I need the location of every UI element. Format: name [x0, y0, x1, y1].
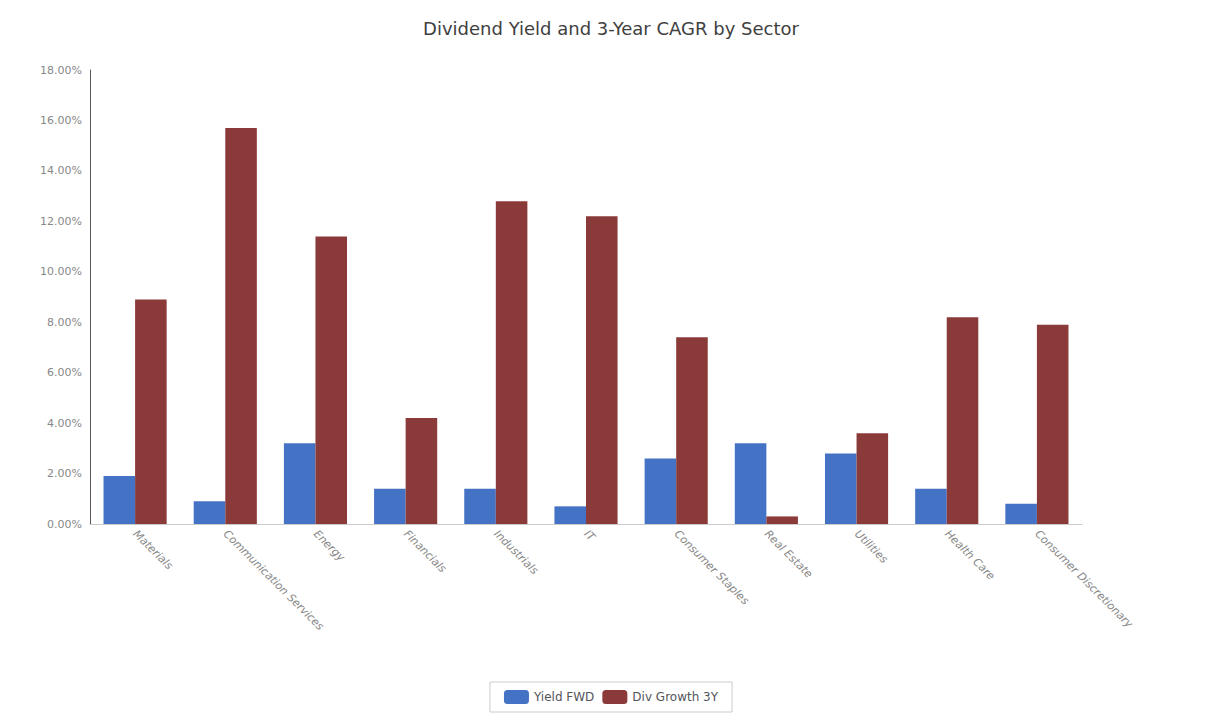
svg-text:IT: IT — [581, 527, 598, 544]
svg-text:4.00%: 4.00% — [47, 417, 82, 430]
svg-text:14.00%: 14.00% — [40, 164, 82, 177]
svg-text:Health Care: Health Care — [942, 527, 997, 582]
svg-text:18.00%: 18.00% — [40, 64, 82, 77]
svg-text:8.00%: 8.00% — [47, 316, 82, 329]
svg-text:Financials: Financials — [401, 527, 449, 575]
svg-text:Energy: Energy — [311, 527, 348, 564]
svg-text:Div Growth 3Y: Div Growth 3Y — [632, 690, 718, 704]
svg-text:Industrials: Industrials — [491, 527, 541, 577]
svg-text:Consumer Staples: Consumer Staples — [672, 527, 752, 607]
svg-text:10.00%: 10.00% — [40, 265, 82, 278]
svg-text:16.00%: 16.00% — [40, 114, 82, 127]
svg-text:2.00%: 2.00% — [47, 467, 82, 480]
svg-text:Utilities: Utilities — [852, 527, 891, 566]
svg-text:Communication Services: Communication Services — [221, 527, 327, 633]
svg-text:12.00%: 12.00% — [40, 215, 82, 228]
svg-text:Consumer Discretionary: Consumer Discretionary — [1032, 527, 1135, 630]
svg-text:Materials: Materials — [130, 527, 175, 572]
svg-text:0.00%: 0.00% — [47, 518, 82, 531]
svg-text:Real Estate: Real Estate — [762, 527, 816, 581]
svg-text:6.00%: 6.00% — [47, 366, 82, 379]
svg-text:Yield FWD: Yield FWD — [533, 690, 594, 704]
svg-text:Dividend Yield and 3-Year CAGR: Dividend Yield and 3-Year CAGR by Sector — [423, 18, 799, 39]
